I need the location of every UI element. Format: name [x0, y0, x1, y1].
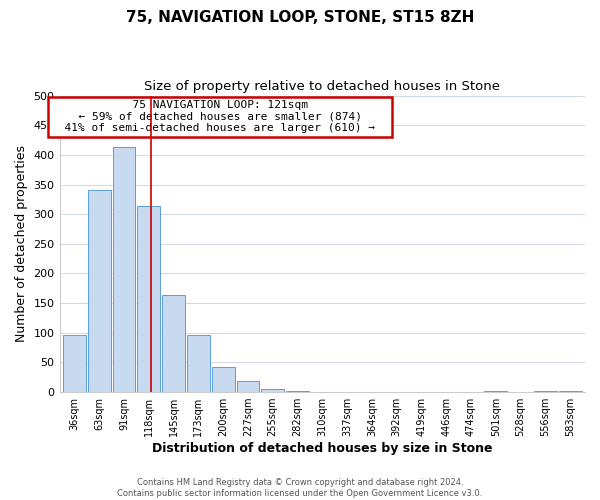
- Text: 75 NAVIGATION LOOP: 121sqm  
  ← 59% of detached houses are smaller (874)  
  41: 75 NAVIGATION LOOP: 121sqm ← 59% of deta…: [51, 100, 389, 133]
- Y-axis label: Number of detached properties: Number of detached properties: [15, 146, 28, 342]
- Bar: [187, 335, 210, 392]
- X-axis label: Distribution of detached houses by size in Stone: Distribution of detached houses by size …: [152, 442, 493, 455]
- Bar: [137, 206, 160, 392]
- Bar: [162, 296, 185, 392]
- Title: Size of property relative to detached houses in Stone: Size of property relative to detached ho…: [144, 80, 500, 93]
- Bar: [236, 381, 259, 392]
- Bar: [88, 190, 110, 392]
- Bar: [286, 391, 309, 392]
- Bar: [63, 334, 86, 392]
- Bar: [113, 147, 136, 392]
- Text: Contains HM Land Registry data © Crown copyright and database right 2024.
Contai: Contains HM Land Registry data © Crown c…: [118, 478, 482, 498]
- Bar: [212, 367, 235, 392]
- Bar: [261, 389, 284, 392]
- Text: 75, NAVIGATION LOOP, STONE, ST15 8ZH: 75, NAVIGATION LOOP, STONE, ST15 8ZH: [126, 10, 474, 25]
